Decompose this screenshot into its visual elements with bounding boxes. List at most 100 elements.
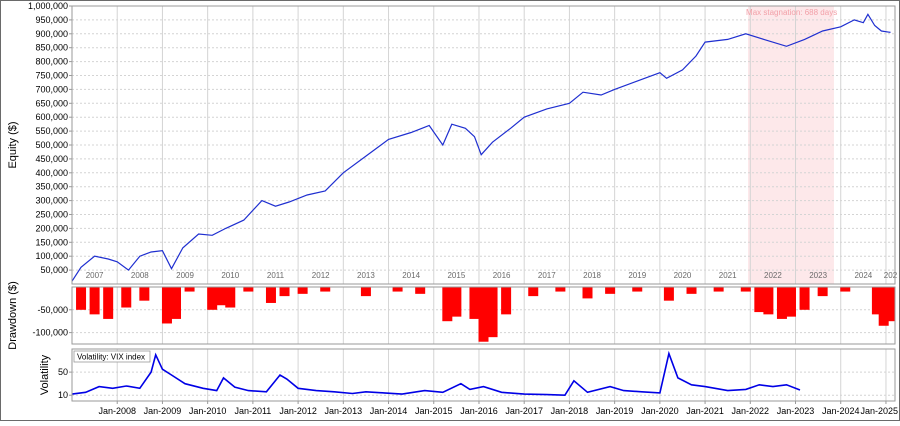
drawdown-bar	[663, 287, 674, 301]
y-tick-label: 550,000	[35, 126, 68, 136]
equity-series-line	[71, 13, 891, 282]
y-tick-label: 100,000	[35, 251, 68, 261]
year-label: 2008	[131, 271, 149, 280]
y-tick-label: -50,000	[37, 305, 68, 315]
drawdown-bar	[478, 287, 489, 342]
year-label: 2010	[221, 271, 239, 280]
x-tick-label: Jan-2015	[415, 406, 453, 416]
x-tick-label: Jan-2024	[822, 406, 860, 416]
drawdown-bars	[76, 287, 896, 342]
y-tick-label: 650,000	[35, 98, 68, 108]
drawdown-bar	[216, 287, 227, 306]
equity-plot-area	[71, 5, 896, 285]
drawdown-bar	[605, 287, 616, 294]
year-label: 202	[884, 271, 898, 280]
drawdown-bar	[785, 287, 796, 317]
drawdown-bar	[817, 287, 828, 297]
x-tick-label: Jan-2011	[234, 406, 271, 416]
y-tick-label: 850,000	[35, 43, 68, 53]
drawdown-bar	[103, 287, 114, 319]
year-label: 2017	[538, 271, 556, 280]
y-tick-label: 600,000	[35, 112, 68, 122]
equity-panel: Max stagnation: 688 days 2007 2008 2009 201…	[7, 1, 898, 285]
x-tick-label: Jan-2020	[641, 406, 679, 416]
drawdown-bar	[171, 287, 182, 319]
year-label: 2022	[764, 271, 782, 280]
y-tick-label: 400,000	[35, 168, 68, 178]
drawdown-bar	[89, 287, 100, 315]
year-label: 2014	[402, 271, 420, 280]
y-tick-label: 350,000	[35, 182, 68, 192]
x-axis-tick-labels: Jan-2008 Jan-2009 Jan-2010 Jan-2011 Jan-2012…	[98, 401, 898, 416]
x-tick-label: Jan-2009	[144, 406, 182, 416]
drawdown-bar	[392, 287, 403, 292]
drawdown-bar	[776, 287, 787, 319]
volatility-y-axis-label: Volatility	[39, 354, 51, 395]
drawdown-bar	[184, 287, 195, 292]
equity-year-labels: 2007 2008 2009 2010 2011 2012 2013 2014 2015 2016…	[86, 271, 898, 280]
year-label: 2009	[176, 271, 194, 280]
drawdown-bar	[469, 287, 480, 319]
x-tick-label: Jan-2012	[279, 406, 317, 416]
drawdown-bar	[320, 287, 331, 292]
volatility-plot-area	[71, 348, 896, 402]
year-label: 2013	[357, 271, 375, 280]
year-label: 2016	[493, 271, 511, 280]
x-tick-label: Jan-2016	[460, 406, 498, 416]
drawdown-bar	[582, 287, 593, 299]
drawdown-bar	[686, 287, 697, 294]
drawdown-bar	[297, 287, 308, 294]
drawdown-bar	[76, 287, 87, 310]
y-tick-label: -100,000	[32, 328, 68, 338]
x-tick-label: Jan-2023	[777, 406, 815, 416]
x-tick-label: Jan-2021	[686, 406, 724, 416]
equity-y-axis-label: Equity ($)	[7, 121, 19, 168]
year-label: 2012	[312, 271, 330, 280]
drawdown-bar	[225, 287, 236, 308]
drawdown-plot-area	[71, 286, 896, 345]
x-tick-label: Jan-2025	[860, 406, 898, 416]
x-tick-label: Jan-2018	[551, 406, 589, 416]
drawdown-bar	[754, 287, 765, 313]
drawdown-bar	[442, 287, 453, 322]
year-label: 2007	[86, 271, 104, 280]
drawdown-bar	[878, 287, 889, 326]
year-label: 2015	[447, 271, 465, 280]
year-label: 2023	[809, 271, 827, 280]
drawdown-bar	[121, 287, 132, 308]
drawdown-bar	[763, 287, 774, 315]
y-tick-label: 50,000	[40, 265, 68, 275]
x-tick-label: Jan-2010	[189, 406, 227, 416]
drawdown-bar	[501, 287, 512, 315]
drawdown-bar	[740, 287, 751, 292]
drawdown-bar	[451, 287, 462, 317]
drawdown-bar	[840, 287, 851, 292]
drawdown-panel: -100,000 -50,000 Drawdown ($)	[7, 281, 896, 350]
drawdown-bar	[528, 287, 539, 297]
y-tick-label: 700,000	[35, 84, 68, 94]
y-tick-label: 1,000,000	[28, 1, 68, 11]
y-tick-label: 300,000	[35, 196, 68, 206]
x-tick-label: Jan-2013	[325, 406, 363, 416]
y-tick-label: 150,000	[35, 237, 68, 247]
volatility-series-line	[71, 350, 801, 397]
y-tick-label: 750,000	[35, 71, 68, 81]
drawdown-bar	[487, 287, 498, 338]
x-tick-label: Jan-2022	[732, 406, 770, 416]
y-tick-label: 200,000	[35, 223, 68, 233]
stagnation-band	[748, 6, 834, 284]
year-label: 2011	[267, 271, 285, 280]
drawdown-bar	[161, 287, 172, 324]
drawdown-bar	[139, 287, 150, 301]
drawdown-bar	[360, 287, 371, 297]
volatility-title-box	[73, 350, 151, 363]
equity-grid	[72, 5, 895, 284]
x-tick-label: Jan-2017	[505, 406, 543, 416]
drawdown-bar	[885, 287, 896, 322]
y-tick-label: 450,000	[35, 154, 68, 164]
y-tick-label: 950,000	[35, 15, 68, 25]
drawdown-bar	[799, 287, 810, 310]
year-label: 2024	[854, 271, 872, 280]
